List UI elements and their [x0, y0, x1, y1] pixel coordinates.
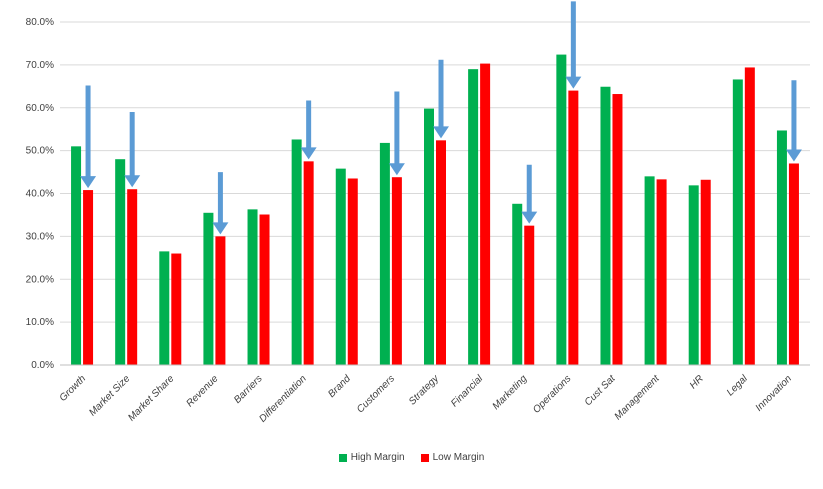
bar-high-margin: [424, 108, 434, 366]
legend-item-high-margin: High Margin: [338, 452, 405, 463]
down-arrow-icon: [212, 222, 229, 235]
down-arrow-icon: [388, 163, 405, 176]
x-category-label: Marketing: [491, 373, 530, 412]
y-tick-label: 40.0%: [26, 189, 54, 200]
down-arrow-icon: [80, 176, 97, 189]
bar-high-margin: [600, 86, 611, 366]
y-tick-label: 0.0%: [31, 360, 54, 371]
bar-high-margin: [512, 203, 523, 365]
down-arrow-icon: [565, 76, 582, 89]
y-tick-label: 10.0%: [26, 317, 54, 328]
legend-swatch-high-margin: [338, 453, 347, 462]
bar-high-margin: [556, 54, 567, 366]
y-tick-label: 70.0%: [26, 60, 54, 71]
bar-low-margin: [436, 140, 446, 365]
bar-low-margin: [656, 179, 667, 365]
legend-item-low-margin: Low Margin: [420, 452, 485, 463]
bar-high-margin: [468, 69, 479, 365]
bar-high-margin: [71, 146, 82, 365]
x-category-label: Innovation: [754, 373, 795, 414]
bar-high-margin: [159, 251, 170, 365]
bar-low-margin: [303, 161, 314, 365]
bar-low-margin: [788, 163, 799, 365]
y-tick-label: 20.0%: [26, 274, 54, 285]
bar-low-margin: [215, 236, 226, 365]
y-tick-label: 60.0%: [26, 103, 54, 114]
bar-low-margin: [568, 90, 579, 365]
bar-high-margin: [335, 168, 346, 365]
x-category-label: Legal: [725, 373, 751, 399]
legend-label-low-margin: Low Margin: [432, 452, 485, 463]
down-arrow-icon: [433, 126, 449, 139]
y-tick-label: 50.0%: [26, 146, 54, 157]
legend: High Margin Low Margin: [0, 452, 823, 463]
bar-low-margin: [524, 225, 535, 365]
x-category-label: Financial: [449, 373, 486, 410]
bar-low-margin: [171, 253, 182, 365]
x-category-label: Differentiation: [257, 373, 309, 425]
down-arrow-icon: [124, 175, 141, 188]
down-arrow-icon: [521, 211, 538, 224]
bar-low-margin: [259, 214, 270, 365]
x-category-label: Barriers: [232, 373, 265, 406]
x-category-label: Market Size: [87, 373, 132, 418]
down-arrow-icon: [785, 149, 802, 162]
x-category-label: Operations: [531, 373, 573, 415]
bar-high-margin: [115, 159, 126, 365]
bar-high-margin: [776, 130, 787, 365]
x-category-label: Cust Sat: [583, 372, 619, 408]
x-category-label: Brand: [326, 373, 353, 400]
bar-high-margin: [379, 142, 390, 365]
x-category-label: Market Share: [126, 373, 177, 424]
bar-low-margin: [83, 190, 94, 365]
bar-high-margin: [644, 176, 655, 365]
bar-low-margin: [127, 189, 138, 365]
legend-label-high-margin: High Margin: [350, 452, 405, 463]
x-category-label: Strategy: [407, 373, 442, 408]
x-category-label: Management: [613, 372, 663, 422]
bar-low-margin: [612, 94, 623, 365]
x-category-label: HR: [688, 373, 706, 391]
bar-low-margin: [391, 177, 402, 365]
y-tick-label: 30.0%: [26, 231, 54, 242]
x-category-label: Customers: [355, 373, 397, 415]
bar-high-margin: [247, 209, 258, 365]
bar-high-margin: [732, 79, 743, 365]
y-tick-label: 80.0%: [26, 17, 54, 28]
x-category-label: Revenue: [184, 373, 220, 409]
bar-low-margin: [480, 63, 491, 366]
bar-low-margin: [744, 67, 755, 365]
bar-high-margin: [291, 139, 302, 365]
bar-high-margin: [688, 185, 699, 365]
bar-low-margin: [347, 178, 358, 365]
bar-high-margin: [203, 212, 214, 365]
bar-low-margin: [700, 179, 711, 365]
legend-swatch-low-margin: [420, 453, 429, 462]
down-arrow-icon: [300, 147, 317, 160]
x-category-label: Growth: [58, 373, 89, 404]
